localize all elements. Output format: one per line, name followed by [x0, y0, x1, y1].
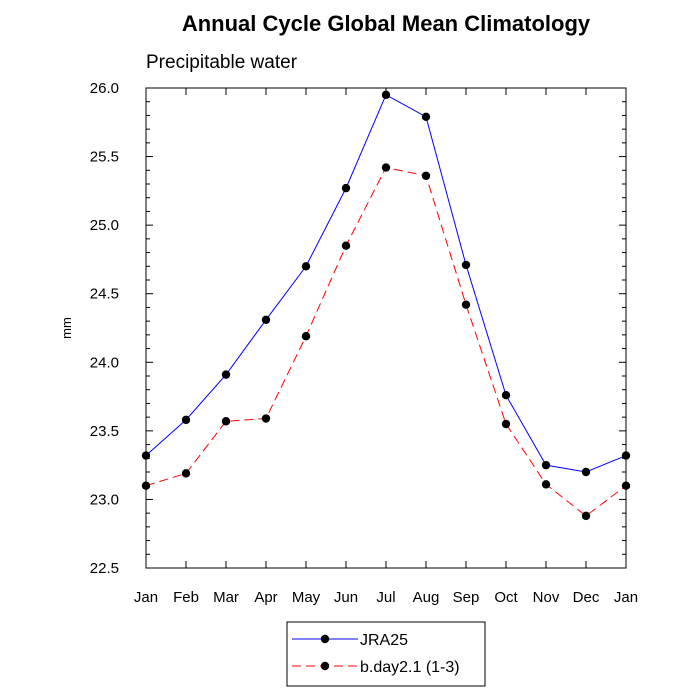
series-1-point [621, 481, 631, 490]
y-axis-label: mm [59, 317, 74, 339]
x-tick-label: Nov [533, 589, 560, 606]
y-tick-label: 25.0 [90, 217, 119, 234]
legend-marker-0 [320, 634, 330, 644]
series-1-point [341, 241, 351, 250]
x-tick-label: Jul [376, 589, 395, 606]
y-tick-label: 24.5 [90, 286, 119, 303]
x-tick-label: Oct [494, 589, 518, 606]
chart-subtitle: Precipitable water [146, 52, 298, 73]
series-0-point [501, 391, 511, 400]
x-tick-label: Jan [614, 589, 638, 606]
y-tick-label: 22.5 [90, 560, 119, 577]
series-1-point [141, 481, 151, 490]
series-1-point [421, 171, 431, 180]
legend: JRA25 b.day2.1 (1-3) [286, 621, 486, 687]
series-0-point [381, 90, 391, 100]
series-0-point [261, 315, 271, 324]
x-tick-label: Sep [453, 589, 480, 606]
series-0-point [181, 415, 191, 425]
x-tick-label: Dec [573, 589, 600, 606]
series-line-1 [145, 166, 627, 517]
series-1-point [181, 469, 191, 478]
y-tick-label: 26.0 [90, 80, 119, 97]
series-0-point [621, 451, 631, 460]
series-layer [141, 90, 631, 521]
series-1-point [501, 419, 511, 429]
series-0-point [421, 112, 431, 122]
series-0-point [301, 262, 311, 271]
series-0-point [141, 451, 151, 460]
series-0-point [541, 460, 551, 470]
series-1-point [461, 300, 471, 309]
chart-title: Annual Cycle Global Mean Climatology [182, 11, 591, 36]
x-tick-label: Jan [134, 589, 158, 606]
series-1-point [581, 511, 591, 521]
series-0-point [581, 467, 591, 477]
series-line-0 [145, 94, 627, 473]
x-tick-label: Mar [213, 589, 239, 606]
axis-ticks: Jan Feb Mar Apr May Jun Jul Aug Sep Oct Nov Dec Jan 2… [90, 80, 638, 606]
series-1-point [221, 417, 231, 426]
y-tick-label: 25.5 [90, 149, 119, 166]
y-tick-label: 23.5 [90, 423, 119, 440]
x-tick-label: Feb [173, 589, 199, 606]
series-1-point [261, 414, 271, 423]
legend-label-1: b.day2.1 (1-3) [360, 659, 460, 676]
series-1-point [381, 163, 391, 172]
legend-marker-1 [320, 661, 330, 671]
x-tick-label: May [292, 589, 321, 606]
series-0-point [221, 370, 231, 379]
series-0-point [341, 183, 351, 193]
legend-box [286, 621, 486, 687]
series-1-point [541, 480, 551, 489]
x-tick-label: Jun [334, 589, 358, 606]
y-tick-label: 23.0 [90, 491, 119, 508]
x-tick-label: Apr [254, 589, 277, 606]
series-1-point [301, 332, 311, 341]
legend-label-0: JRA25 [360, 632, 408, 649]
series-0-point [461, 260, 471, 270]
y-tick-label: 24.0 [90, 354, 119, 371]
plot-frame [145, 87, 627, 569]
x-tick-label: Aug [413, 589, 440, 606]
